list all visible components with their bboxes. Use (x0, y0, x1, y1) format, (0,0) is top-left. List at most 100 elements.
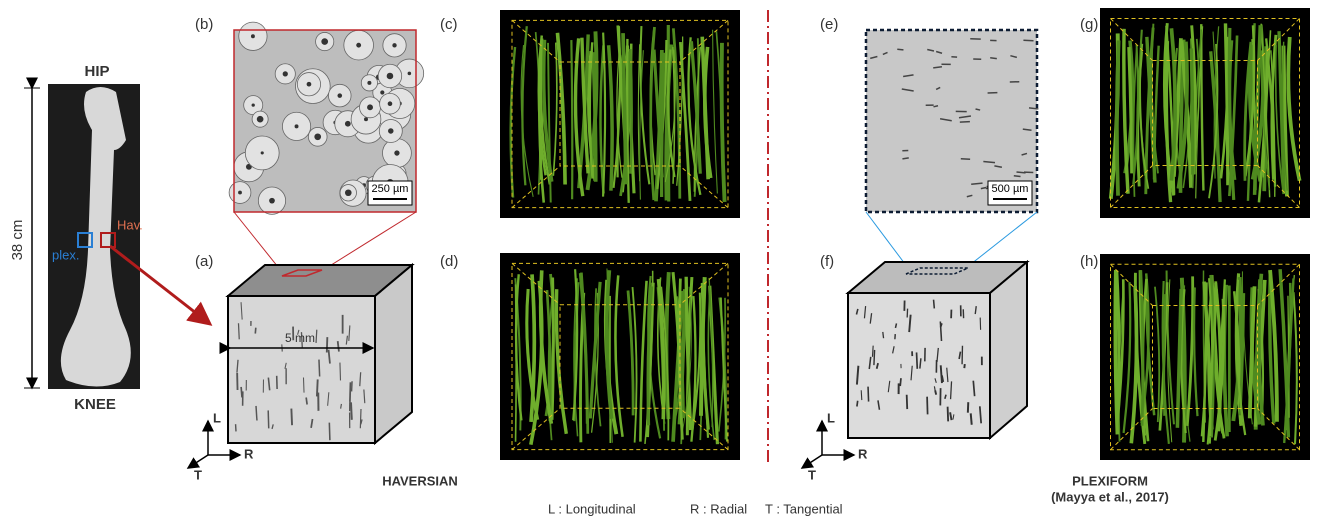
pore (340, 363, 341, 381)
pore (950, 412, 951, 420)
canal (388, 101, 393, 106)
canal (380, 90, 384, 94)
canal (367, 104, 373, 110)
canal (392, 43, 396, 47)
hip-label: HIP (84, 63, 109, 80)
pore (900, 378, 901, 386)
pore (338, 341, 339, 351)
size-label: 5 mm (285, 331, 315, 345)
axes-icon (802, 421, 854, 468)
plex-label: plex. (52, 247, 79, 262)
pore (941, 365, 942, 383)
length-label: 38 cm (9, 220, 26, 261)
pore (329, 423, 330, 441)
lacuna (960, 122, 970, 123)
canal (269, 198, 275, 204)
pore (319, 360, 320, 377)
legend-item: L : Longitudinal (548, 501, 636, 516)
canal (345, 189, 352, 196)
pore (857, 401, 858, 407)
pore (303, 378, 304, 393)
zoom-line (234, 212, 282, 272)
lacuna (897, 49, 903, 50)
canal (408, 72, 412, 76)
canal (252, 104, 255, 107)
canal-network (630, 49, 631, 174)
zoom-line (966, 212, 1037, 268)
pore (927, 397, 928, 415)
lacuna (1014, 176, 1021, 177)
pore (920, 358, 921, 368)
canal (295, 124, 299, 128)
pore (360, 409, 361, 428)
lacuna (1016, 172, 1025, 173)
citation: (Mayya et al., 2017) (1051, 489, 1169, 504)
panel-label: (h) (1080, 253, 1098, 270)
lacuna (990, 58, 997, 59)
pore (868, 387, 869, 402)
panel-label: (b) (195, 16, 213, 33)
canal (321, 38, 328, 45)
panel-label: (a) (195, 253, 213, 270)
canal (394, 150, 399, 155)
canal-network (516, 284, 517, 441)
axis-t: T (808, 467, 816, 482)
hav-label: Hav. (117, 217, 143, 232)
pore (861, 390, 862, 400)
pore (327, 337, 328, 352)
page: 38 cm HIP KNEE plex. Hav. (b) (a) (c) (d… (0, 0, 1320, 520)
lacuna (976, 109, 981, 110)
lacuna (902, 158, 908, 159)
pore (934, 300, 935, 309)
canal (251, 34, 255, 38)
canal (345, 121, 351, 127)
canal-network (1191, 48, 1193, 174)
axis-r: R (858, 446, 868, 461)
pore (238, 323, 239, 339)
group-label: HAVERSIAN (382, 473, 458, 488)
pore (872, 346, 873, 357)
canal (356, 43, 361, 48)
canal-network (1117, 40, 1119, 195)
panel-label: (c) (440, 16, 458, 33)
canal (257, 116, 264, 123)
zoom-line (320, 212, 416, 272)
panel-label: (d) (440, 253, 458, 270)
legend-item: R : Radial (690, 501, 747, 516)
lacuna (961, 159, 970, 160)
figure: 38 cm HIP KNEE plex. Hav. (b) (a) (c) (d… (0, 0, 1320, 520)
panel-label: (g) (1080, 16, 1098, 33)
pore (945, 395, 946, 399)
axis-l: L (213, 410, 221, 425)
canal (388, 128, 393, 133)
canal (238, 191, 242, 195)
canal (367, 81, 371, 85)
cube-side (990, 262, 1027, 438)
panel-label: (e) (820, 16, 838, 33)
pore (291, 409, 292, 426)
scale-label: 500 µm (992, 183, 1029, 195)
zoom-line (866, 212, 908, 268)
canal (283, 71, 288, 76)
lacuna (934, 106, 938, 107)
pore (971, 413, 972, 424)
pore (316, 330, 317, 343)
canal-network (552, 278, 553, 420)
canal-network (571, 40, 572, 199)
legend-item: T : Tangential (765, 501, 843, 516)
pore (874, 350, 875, 365)
canal (387, 73, 394, 80)
pore (256, 406, 257, 421)
pore (341, 404, 342, 409)
pore (350, 382, 351, 402)
canal (307, 82, 312, 87)
axis-t: T (194, 467, 202, 482)
group-label: PLEXIFORM (1072, 473, 1148, 488)
scale-label: 250 µm (372, 183, 409, 195)
cube-side (375, 265, 412, 443)
pore (907, 395, 908, 409)
panel-label: (f) (820, 253, 834, 270)
axis-l: L (827, 410, 835, 425)
canal (314, 133, 321, 140)
pore (917, 352, 918, 368)
